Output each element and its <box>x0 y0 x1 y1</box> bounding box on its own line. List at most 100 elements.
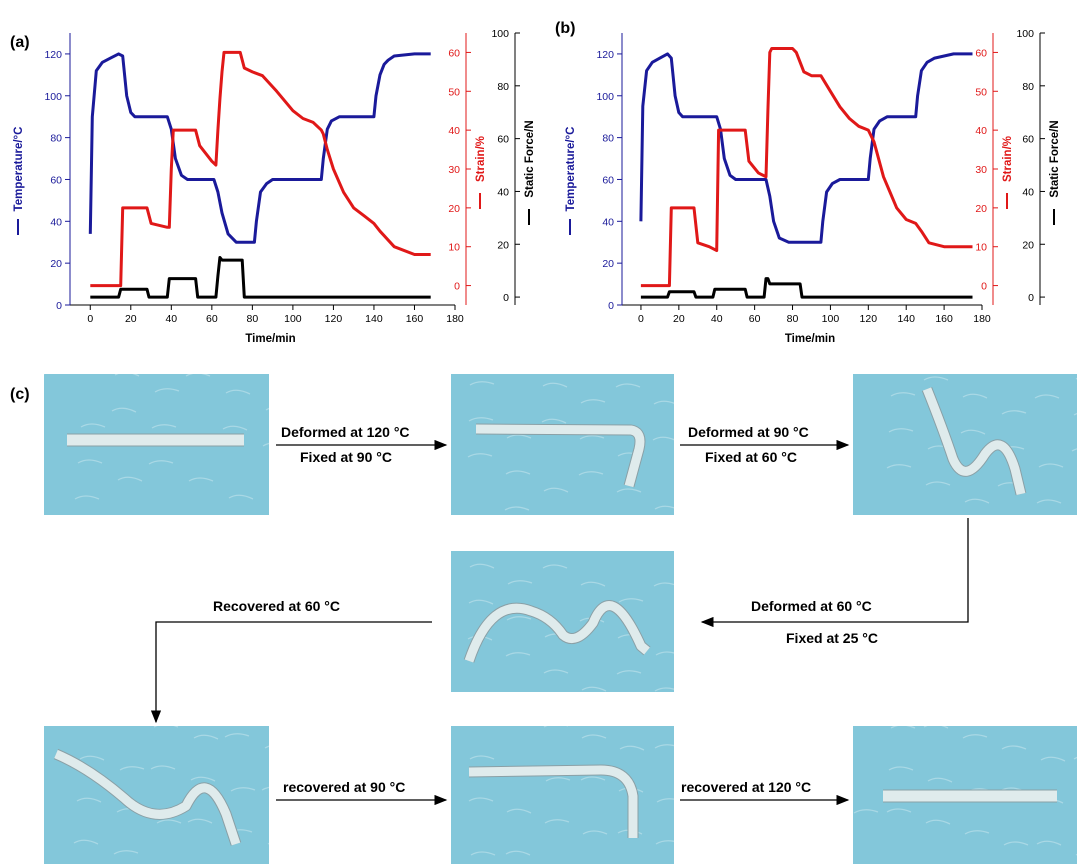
paper-texture <box>579 435 605 440</box>
paper-texture <box>888 766 914 771</box>
paper-texture <box>225 389 251 395</box>
temperature-tick-label: 40 <box>602 216 614 228</box>
paper-texture <box>187 818 213 824</box>
paper-texture <box>505 652 531 657</box>
temperature-tick-label: 120 <box>596 49 614 61</box>
strain-tick-label: 50 <box>975 86 987 98</box>
paper-texture <box>615 383 641 388</box>
sample-strip <box>922 387 1026 496</box>
paper-texture <box>1034 394 1060 399</box>
strain-axis-label: Strain/% <box>475 136 487 182</box>
x-tick-label: 100 <box>822 313 840 325</box>
paper-texture <box>73 839 99 845</box>
paper-texture <box>653 582 674 587</box>
step-1-deform-label: Deformed at 120 °C <box>281 424 410 440</box>
paper-texture <box>654 505 674 510</box>
paper-texture <box>506 434 532 439</box>
force-tick-label: 20 <box>497 239 509 251</box>
paper-texture <box>77 459 103 464</box>
paper-texture <box>1001 410 1027 415</box>
force-tick-label: 0 <box>1028 292 1034 304</box>
paper-texture <box>964 830 990 835</box>
paper-texture <box>470 851 496 856</box>
force-tick-label: 80 <box>1022 81 1034 93</box>
paper-texture <box>79 755 105 761</box>
paper-texture <box>890 392 916 397</box>
strain-series-line <box>640 47 973 288</box>
paper-texture <box>1001 745 1027 750</box>
paper-texture <box>541 418 567 424</box>
strain-tick-label: 30 <box>448 164 460 176</box>
force-tick-label: 100 <box>491 28 509 40</box>
force-tick-label: 40 <box>497 186 509 198</box>
panel-label-a: (a) <box>10 34 30 51</box>
paper-texture <box>543 669 569 674</box>
step-2-fix-label: Fixed at 60 °C <box>705 449 797 465</box>
step-3-deform-label: Deformed at 60 °C <box>751 598 872 614</box>
paper-texture <box>580 399 606 404</box>
temperature-axis-label: Temperature/°C <box>565 127 577 212</box>
x-axis-label: Time/min <box>245 333 295 345</box>
paper-texture <box>1038 463 1064 468</box>
paper-texture <box>507 580 533 585</box>
strain-tick-label: 40 <box>448 125 460 137</box>
paper-texture <box>653 400 674 405</box>
photo-background <box>853 374 1077 515</box>
paper-texture <box>114 374 140 377</box>
force-tick-label: 20 <box>1022 239 1034 251</box>
force-tick-label: 60 <box>497 134 509 146</box>
paper-texture <box>962 734 988 739</box>
temperature-tick-label: 60 <box>602 174 614 186</box>
paper-texture <box>230 787 256 792</box>
paper-texture <box>224 733 250 738</box>
x-tick-label: 120 <box>325 313 343 325</box>
temperature-tick-label: 100 <box>596 91 614 103</box>
chart-a: 0 20 40 60 80 100 120 140 160 180Time/min02040608… <box>13 28 536 345</box>
sample-strip <box>475 424 645 488</box>
strain-axis-label: Strain/% <box>1002 136 1014 182</box>
paper-texture <box>545 777 571 782</box>
paper-texture <box>262 442 269 447</box>
paper-texture <box>1073 756 1077 760</box>
temperature-tick-label: 60 <box>50 174 62 186</box>
paper-texture <box>1040 756 1066 762</box>
photo-recovered-120 <box>853 726 1077 864</box>
paper-texture <box>468 417 494 422</box>
paper-texture <box>188 477 214 482</box>
paper-texture <box>469 563 495 569</box>
sample-strip <box>54 749 241 846</box>
arrow-step-3 <box>700 518 969 628</box>
paper-texture <box>506 616 532 621</box>
strain-tick-label: 0 <box>454 281 460 293</box>
step-2-deform-label: Deformed at 90 °C <box>688 424 809 440</box>
paper-texture <box>469 755 495 760</box>
paper-texture <box>886 464 912 469</box>
x-axis-label: Time/min <box>785 333 835 345</box>
paper-texture <box>853 809 879 814</box>
x-tick-label: 20 <box>673 313 685 325</box>
paper-texture <box>264 745 269 749</box>
paper-texture <box>153 726 179 728</box>
temperature-series-line <box>639 52 973 244</box>
force-series-line <box>640 277 973 299</box>
strain-series-line <box>90 50 431 288</box>
x-tick-label: 80 <box>247 313 259 325</box>
paper-texture <box>618 598 644 603</box>
temperature-tick-label: 120 <box>44 49 62 61</box>
strain-tick-label: 10 <box>975 242 987 254</box>
temperature-tick-label: 20 <box>602 258 614 270</box>
panel-label-b: (b) <box>555 20 576 37</box>
paper-texture <box>542 564 568 569</box>
paper-texture <box>80 423 106 428</box>
x-tick-label: 0 <box>638 313 644 325</box>
paper-texture <box>1003 841 1029 846</box>
x-tick-label: 60 <box>206 313 218 325</box>
paper-texture <box>1071 448 1077 452</box>
paper-texture <box>655 840 674 845</box>
paper-texture <box>111 407 137 413</box>
x-tick-label: 40 <box>711 313 723 325</box>
paper-texture <box>578 471 604 476</box>
temperature-tick-label: 80 <box>50 133 62 145</box>
paper-texture <box>580 776 606 781</box>
arrow-step-4 <box>150 621 432 724</box>
